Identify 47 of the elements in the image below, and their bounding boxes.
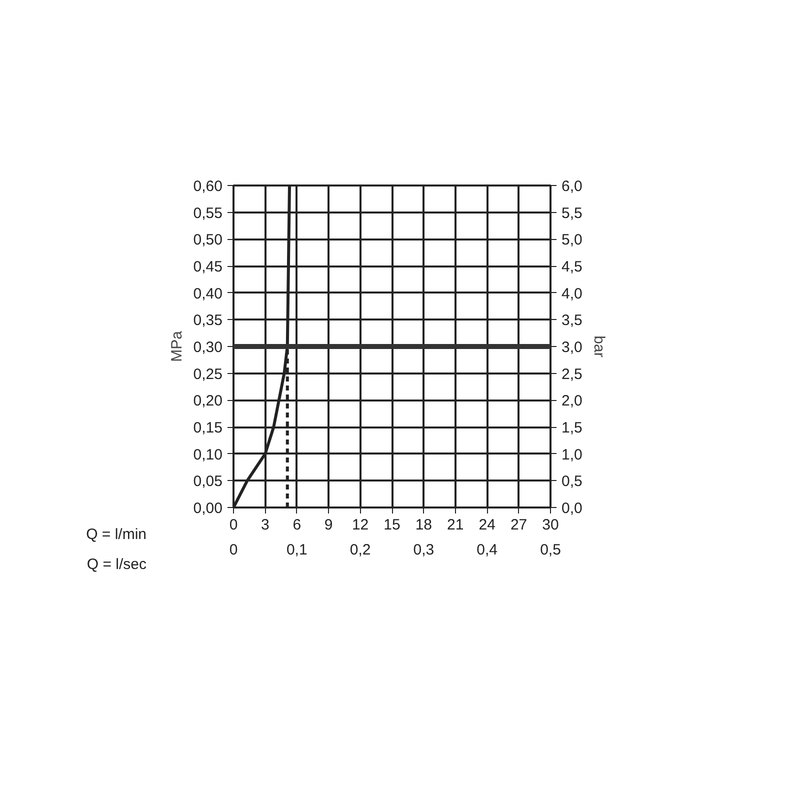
x-tick-label: 18: [415, 516, 432, 534]
x-tick-label: 12: [352, 516, 369, 534]
x-tick-label: 24: [478, 516, 496, 534]
y-tick-label: 0,45: [193, 258, 223, 276]
y-tick-label: 0,05: [193, 473, 223, 490]
x-tick-label: 27: [510, 516, 528, 534]
y-tick-label: 0,40: [193, 285, 223, 302]
x2-tick-label: 0,5: [540, 542, 561, 558]
y-tick-label: 0,30: [193, 339, 223, 356]
y-tick-label: 0,20: [193, 392, 223, 410]
x-tick-label: 6: [292, 516, 302, 534]
x-tick-label: 0: [229, 516, 238, 534]
x2-axis-title: Q = l/sec: [86, 556, 147, 573]
y-tick-label: 0,35: [193, 312, 223, 330]
x2-tick-label: 0,1: [286, 542, 308, 558]
y2-axis-title: bar: [590, 336, 608, 358]
y2-tick-label: 1,0: [562, 446, 582, 464]
x-tick-label: 21: [447, 516, 464, 534]
y2-tick-label: 5,0: [562, 232, 582, 249]
y-tick-label: 0,00: [193, 500, 223, 517]
y2-tick-label: 0,5: [562, 473, 582, 490]
y-axis-title: MPa: [168, 330, 186, 362]
x2-tick-label: 0,3: [413, 542, 434, 558]
y2-tick-label: 6,0: [562, 178, 582, 195]
y2-tick-label: 2,5: [562, 366, 582, 383]
y2-tick-label: 4,5: [562, 258, 582, 276]
y-tick-label: 0,60: [193, 178, 223, 195]
y2-tick-label: 3,0: [562, 339, 582, 356]
x-tick-label: 3: [261, 516, 270, 534]
y-tick-label: 0,55: [193, 204, 223, 222]
y2-tick-label: 2,0: [562, 392, 582, 410]
x-tick-label: 9: [324, 516, 333, 534]
y2-tick-label: 0,0: [562, 500, 582, 517]
x2-tick-label: 0,2: [350, 542, 371, 558]
y-tick-label: 0,25: [193, 366, 223, 383]
y-tick-label: 0,50: [193, 232, 223, 249]
x2-tick-label: 0: [229, 542, 238, 558]
x-axis-title: Q = l/min: [86, 526, 147, 543]
x-tick-label: 15: [384, 516, 400, 534]
y2-tick-label: 3,5: [562, 312, 582, 330]
x2-tick-label: 0,4: [476, 542, 498, 558]
y-tick-label: 0,15: [193, 420, 223, 436]
y2-tick-label: 4,0: [562, 285, 582, 302]
y-tick-label: 0,10: [193, 446, 223, 464]
x-tick-label: 30: [542, 516, 559, 534]
y2-tick-label: 5,5: [562, 204, 582, 222]
y2-tick-label: 1,5: [562, 420, 582, 436]
